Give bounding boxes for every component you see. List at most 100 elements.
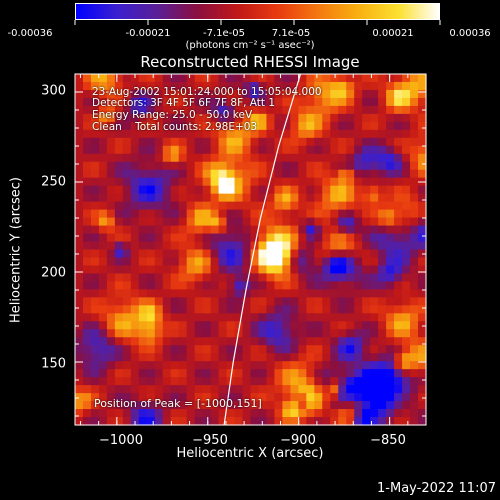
heatmap-cell xyxy=(75,233,84,243)
heatmap-cell xyxy=(282,225,291,235)
heatmap-cell xyxy=(202,209,212,219)
heatmap-cell xyxy=(98,393,108,402)
heatmap-cell xyxy=(314,74,323,83)
heatmap-cell xyxy=(122,281,132,290)
heatmap-cell xyxy=(402,201,411,211)
heatmap-cell xyxy=(154,209,164,219)
heatmap-cell xyxy=(346,193,355,203)
heatmap-cell xyxy=(410,417,419,426)
heatmap-cell xyxy=(362,74,371,83)
heatmap-cell xyxy=(402,74,411,83)
heatmap-cell xyxy=(354,273,363,283)
heatmap-cell xyxy=(114,329,124,338)
heatmap-cell xyxy=(266,137,276,147)
heatmap-cell xyxy=(82,193,92,203)
heatmap-cell xyxy=(194,345,204,354)
heatmap-cell xyxy=(138,161,148,171)
heatmap-cell xyxy=(266,193,276,203)
heatmap-cell xyxy=(98,121,108,131)
heatmap-cell xyxy=(346,273,355,283)
heatmap-cell xyxy=(162,161,172,171)
heatmap-cell xyxy=(314,177,323,187)
heatmap-cell xyxy=(106,185,116,195)
heatmap-cell xyxy=(410,74,419,83)
heatmap-cell xyxy=(130,297,140,306)
heatmap-cell xyxy=(370,185,379,195)
heatmap-cell xyxy=(418,409,427,418)
heatmap-cell xyxy=(330,89,339,99)
heatmap-cell xyxy=(90,209,100,219)
heatmap-cell xyxy=(306,393,315,402)
heatmap-cell xyxy=(410,129,419,139)
heatmap-cell xyxy=(274,329,284,338)
heatmap-cell xyxy=(346,313,355,322)
heatmap-cell xyxy=(394,153,403,163)
heatmap-cell xyxy=(154,393,164,402)
heatmap-cell xyxy=(282,193,291,203)
heatmap-cell xyxy=(138,89,148,99)
heatmap-cell xyxy=(330,249,339,259)
heatmap-cell xyxy=(218,273,228,283)
heatmap-cell xyxy=(418,225,427,235)
info-line-2: Energy Range: 25.0 - 50.0 keV xyxy=(92,109,253,121)
heatmap-cell xyxy=(210,281,220,290)
heatmap-cell xyxy=(290,113,299,123)
heatmap-cell xyxy=(114,217,124,227)
heatmap-cell xyxy=(170,193,180,203)
heatmap-cell xyxy=(218,153,228,163)
heatmap-cell xyxy=(75,417,84,426)
heatmap-cell xyxy=(106,353,116,362)
heatmap-cell xyxy=(362,97,371,107)
heatmap-cell xyxy=(378,417,387,426)
heatmap-cell xyxy=(106,105,116,115)
heatmap-cell xyxy=(122,185,132,195)
heatmap-cell xyxy=(290,289,299,298)
heatmap-cell xyxy=(282,241,291,251)
heatmap-cell xyxy=(218,249,228,259)
heatmap-cell xyxy=(274,129,284,139)
heatmap-cell xyxy=(346,305,355,314)
heatmap-cell xyxy=(370,145,379,155)
heatmap-cell xyxy=(378,337,387,346)
heatmap-cell xyxy=(106,161,116,171)
heatmap-cell xyxy=(82,401,92,410)
heatmap-cell xyxy=(226,217,236,227)
heatmap-cell xyxy=(402,177,411,187)
heatmap-cell xyxy=(354,185,363,195)
heatmap-cell xyxy=(202,409,212,418)
heatmap-cell xyxy=(250,265,260,275)
heatmap-cell xyxy=(146,217,156,227)
heatmap-cell xyxy=(290,337,299,346)
heatmap-cell xyxy=(98,105,108,115)
heatmap-cell xyxy=(226,185,236,195)
heatmap-cell xyxy=(354,193,363,203)
heatmap-cell xyxy=(234,233,244,243)
heatmap-cell xyxy=(210,137,220,147)
heatmap-cell xyxy=(202,105,212,115)
heatmap-cell xyxy=(122,369,132,378)
heatmap-cell xyxy=(194,137,204,147)
heatmap-cell xyxy=(90,361,100,370)
heatmap-cell xyxy=(322,393,331,402)
heatmap-cell xyxy=(314,209,323,219)
heatmap-cell xyxy=(370,105,379,115)
heatmap-cell xyxy=(354,105,363,115)
heatmap-cell xyxy=(210,369,220,378)
heatmap-cell xyxy=(130,217,140,227)
heatmap-cell xyxy=(122,417,132,426)
heatmap-cell xyxy=(82,257,92,267)
heatmap-cell xyxy=(226,313,236,322)
heatmap-cell xyxy=(394,74,403,83)
heatmap-cell xyxy=(138,313,148,322)
heatmap-cell xyxy=(282,281,291,290)
heatmap-cell xyxy=(274,74,284,83)
heatmap-cell xyxy=(282,369,291,378)
heatmap-cell xyxy=(234,193,244,203)
heatmap-cell xyxy=(242,137,252,147)
heatmap-cell xyxy=(234,201,244,211)
heatmap-cell xyxy=(314,217,323,227)
heatmap-cell xyxy=(394,313,403,322)
heatmap-cell xyxy=(90,193,100,203)
heatmap-cell xyxy=(362,233,371,243)
heatmap-cell xyxy=(234,321,244,330)
